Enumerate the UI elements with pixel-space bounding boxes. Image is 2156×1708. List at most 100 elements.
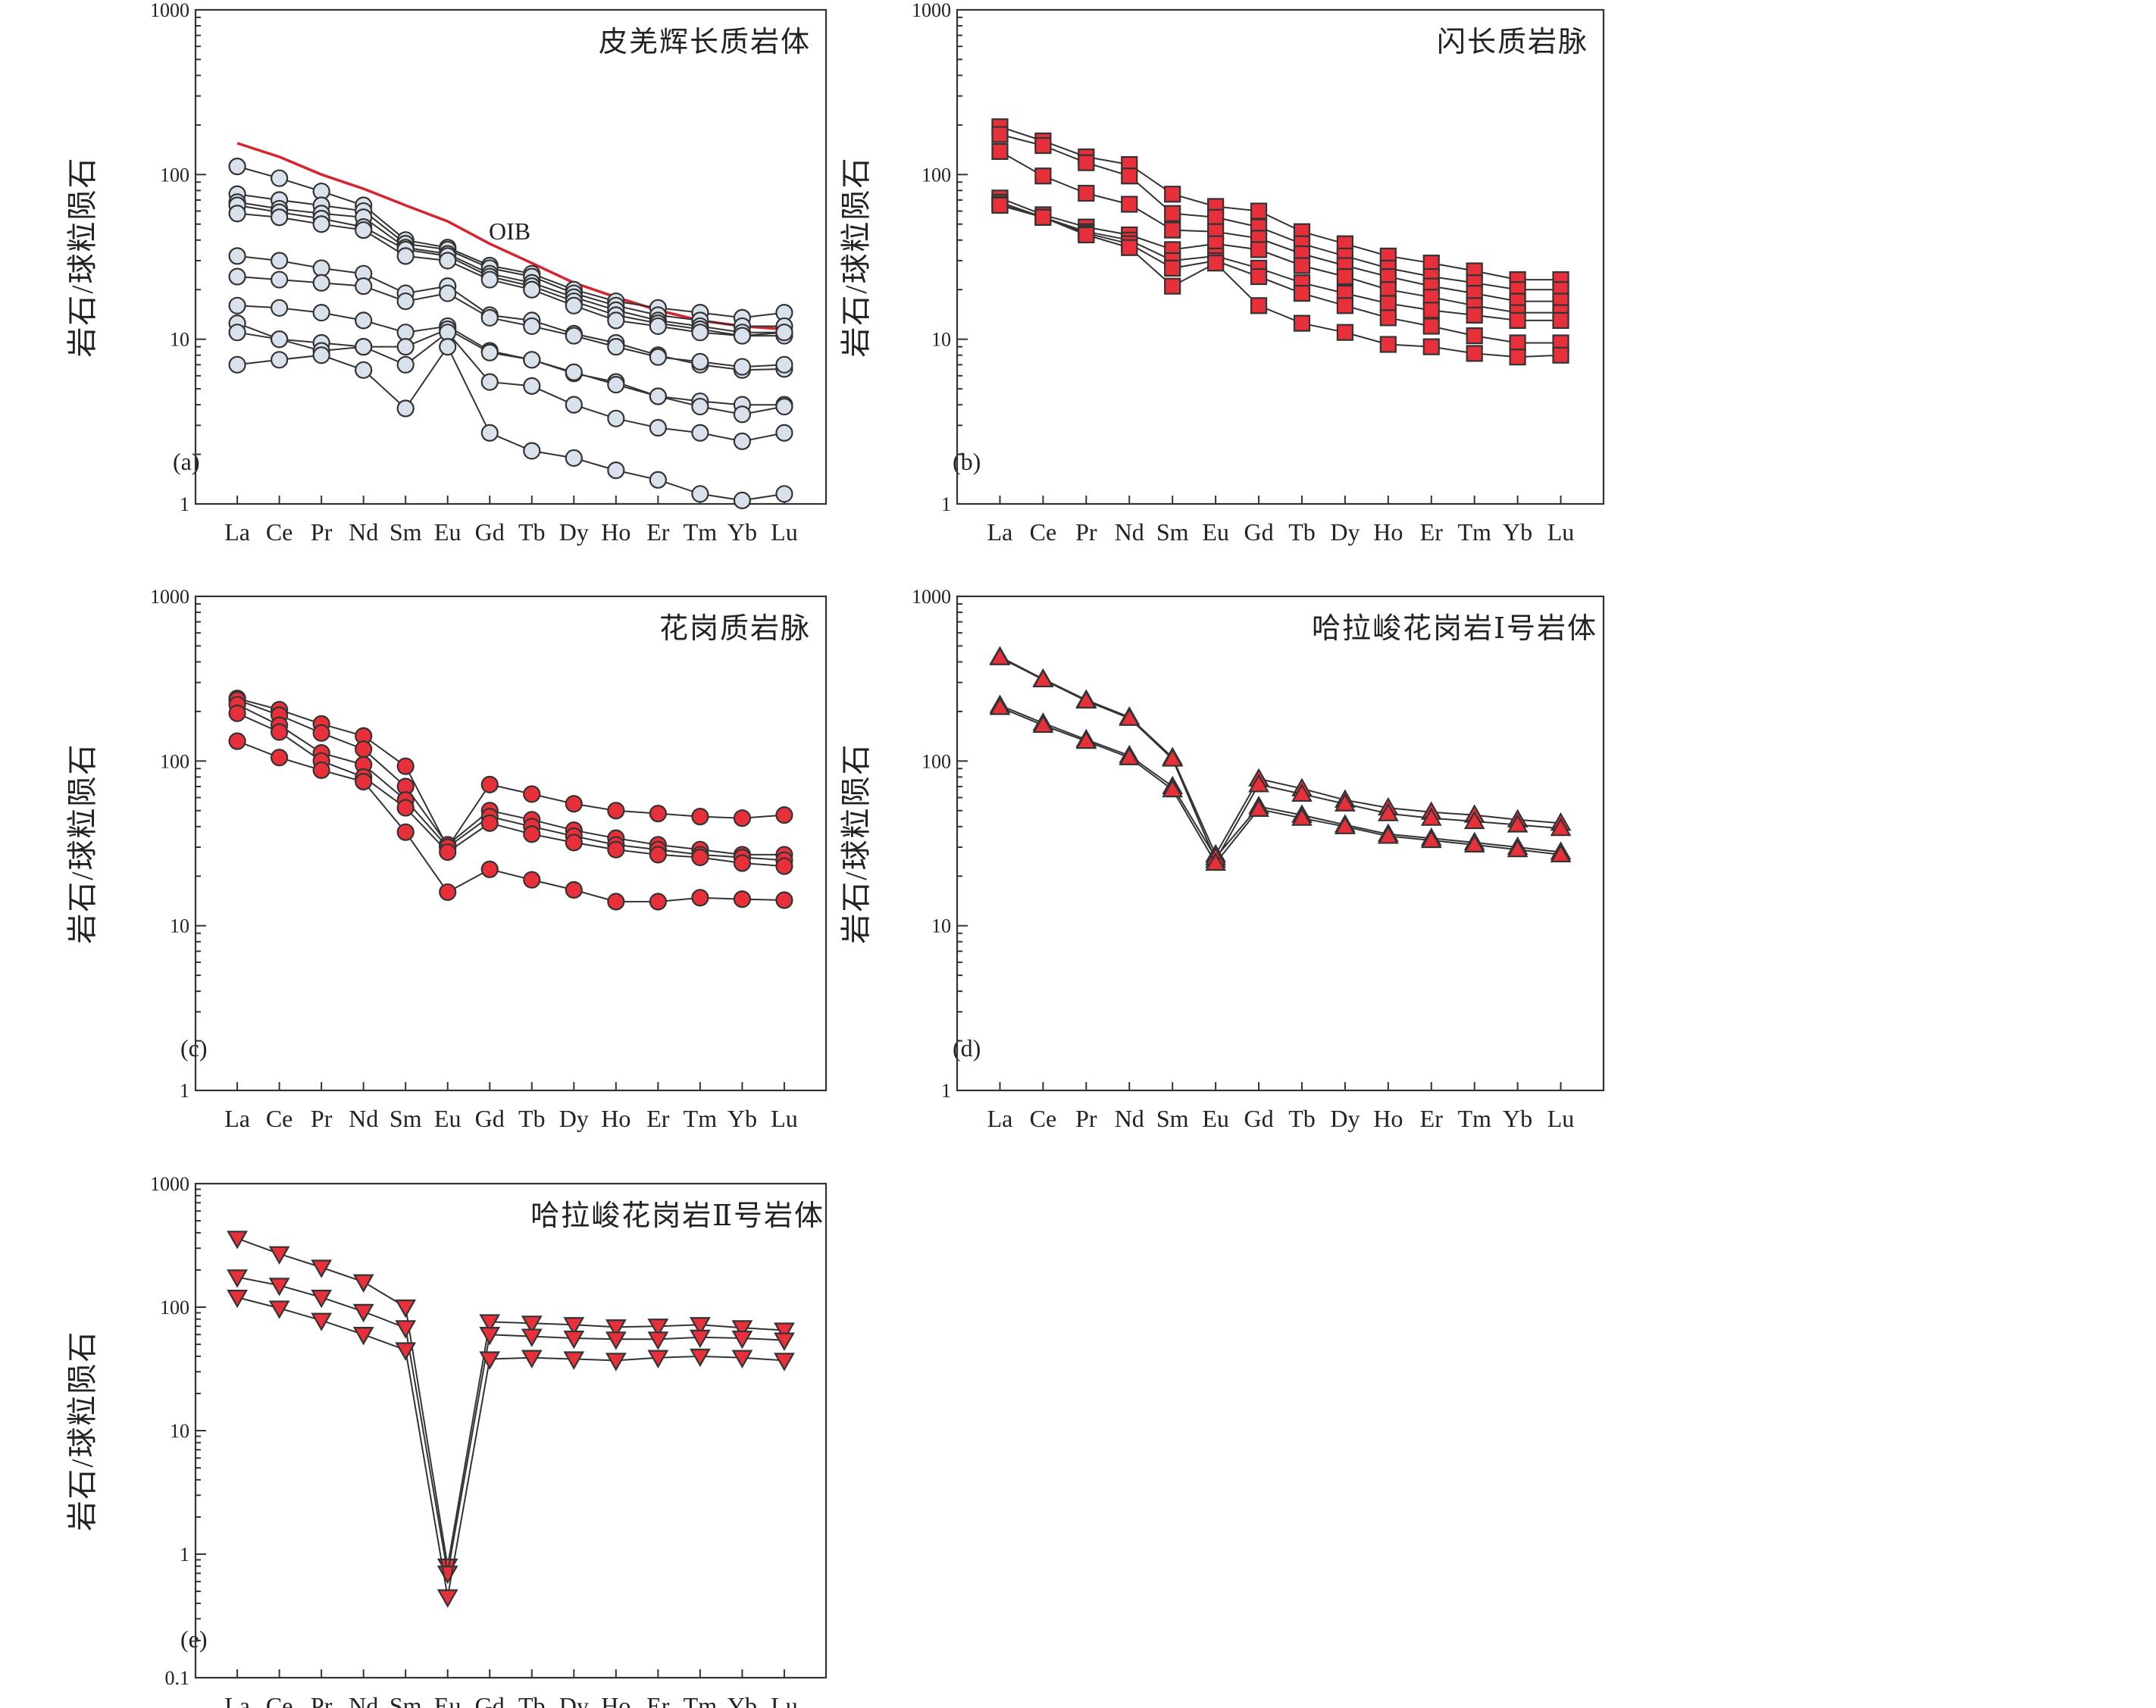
panel-d-point	[1507, 838, 1529, 858]
panel-d-point	[1291, 783, 1313, 802]
panel-a-point	[480, 308, 499, 327]
panel-b-point	[1121, 196, 1138, 213]
panel-c-point	[439, 843, 457, 862]
panel-e-point	[605, 1353, 627, 1372]
panel-c-point	[691, 848, 709, 867]
panel-b-point	[1250, 267, 1268, 286]
panel-b-xtick-label: Eu	[1202, 518, 1229, 546]
panel-b-point	[1293, 314, 1311, 332]
panel-b-point	[1422, 302, 1440, 319]
panel-c-label: (c)	[180, 1034, 208, 1062]
panel-c-ytick-label: 100	[160, 750, 189, 772]
panel-d-point	[1162, 748, 1184, 767]
panel-e-ytick-label: 1	[180, 1544, 189, 1566]
panel-c-point	[396, 757, 415, 775]
panel-e-point	[395, 1320, 417, 1339]
panel-c-point	[271, 749, 289, 767]
panel-a-point	[228, 267, 246, 286]
panel-b-xtick-label: Sm	[1156, 518, 1189, 546]
panel-c-xtick-label: Yb	[728, 1105, 757, 1132]
panel-e-ytick-label: 1000	[150, 1173, 189, 1195]
panel-b-point	[1164, 186, 1181, 203]
panel-a-point	[312, 215, 330, 233]
panel-c-point	[733, 854, 751, 872]
panel-e-point	[227, 1289, 248, 1309]
panel-e-point	[311, 1259, 333, 1278]
panel-b-point	[1379, 281, 1397, 299]
panel-a-point	[523, 280, 541, 299]
panel-a-point	[775, 397, 793, 416]
panel-b-point	[1466, 327, 1483, 345]
panel-b-xtick-label: Nd	[1115, 518, 1144, 546]
panel-b-point	[1078, 226, 1095, 244]
panel-e-point	[311, 1289, 333, 1309]
panel-a-point	[355, 338, 373, 356]
panel-c-point	[312, 724, 330, 742]
panel-d-xtick-label: Tb	[1288, 1105, 1316, 1132]
panel-e-series-line-2	[236, 1276, 784, 1574]
panel-c-point	[439, 883, 457, 901]
panel-e-xtick-label: Tm	[684, 1692, 718, 1708]
panel-c-ytick-label: 1	[180, 1080, 189, 1102]
panel-d-point	[1119, 707, 1141, 726]
panel-e-xtick-label: Ho	[601, 1692, 631, 1708]
panel-b-point	[1164, 277, 1181, 295]
panel-b-title: 闪长质岩脉	[1437, 27, 1588, 58]
panel-d-point	[1463, 810, 1485, 830]
panel-e-xtick-label: Gd	[475, 1692, 505, 1708]
panel-c-xtick-label: Gd	[475, 1105, 505, 1132]
panel-b-point	[1250, 202, 1268, 220]
panel-a-ytick-label: 100	[160, 164, 189, 186]
panel-a-xtick-label: Eu	[434, 518, 462, 546]
panel-e-point	[352, 1303, 374, 1323]
panel-e-point	[311, 1312, 333, 1331]
panel-d-point	[1377, 802, 1399, 821]
panel-a-point	[565, 449, 583, 468]
panel-a-point	[775, 324, 793, 342]
panel-a-point	[565, 327, 583, 345]
panel-b-point	[1207, 208, 1225, 226]
panel-e-xtick-label: Eu	[434, 1692, 462, 1708]
panel-a-point	[649, 348, 667, 366]
panel-d-xtick-label: Er	[1420, 1105, 1444, 1132]
panel-a-point	[691, 324, 709, 342]
panel-d-series-line-3	[1000, 704, 1561, 859]
panel-d-xtick-label: Ce	[1030, 1105, 1057, 1132]
panel-c-xtick-label: Pr	[311, 1105, 333, 1132]
panel-b-xtick-label: Tb	[1288, 518, 1316, 546]
panel-c-point	[775, 857, 793, 875]
panel-a-ytick-label: 1	[180, 493, 189, 515]
panel-b-xtick-label: Tm	[1457, 518, 1491, 546]
panel-a-point	[607, 338, 625, 356]
panel-a-xtick-label: Nd	[349, 518, 378, 546]
panel-b-point	[1164, 259, 1181, 277]
panel-e-point	[647, 1319, 669, 1337]
panel-a-xtick-label: La	[224, 518, 250, 546]
panel-a-point	[439, 338, 457, 356]
panel-a-point	[691, 397, 709, 416]
panel-d-title: 哈拉峻花岗岩Ⅰ号岩体	[1312, 613, 1597, 645]
panel-a-point	[439, 284, 457, 302]
panel-d-xtick-label: Pr	[1075, 1105, 1097, 1132]
panel-b-point	[1293, 284, 1311, 302]
panel-b-point	[991, 196, 1009, 214]
panel-a-point	[439, 252, 457, 270]
panel-c-xtick-label: Ce	[266, 1105, 293, 1132]
panel-e-point	[647, 1331, 669, 1350]
panel-a-point	[271, 330, 289, 349]
panel-c-title: 花岗质岩脉	[659, 613, 811, 645]
panel-c-point	[607, 840, 625, 859]
panel-c-point	[649, 805, 667, 823]
panel-b-point	[1250, 241, 1268, 258]
panel-c-point	[775, 806, 793, 824]
panel-d-point	[1075, 690, 1097, 709]
panel-c-xtick-label: Nd	[349, 1105, 378, 1132]
panel-e-xtick-label: Lu	[771, 1692, 798, 1708]
panel-a-point	[480, 271, 499, 289]
panel-b-point	[1509, 311, 1526, 330]
panel-e-point	[647, 1350, 669, 1369]
panel-c-xtick-label: Tm	[684, 1105, 718, 1132]
panel-e-point	[479, 1351, 501, 1370]
panel-b-point	[1164, 205, 1181, 222]
